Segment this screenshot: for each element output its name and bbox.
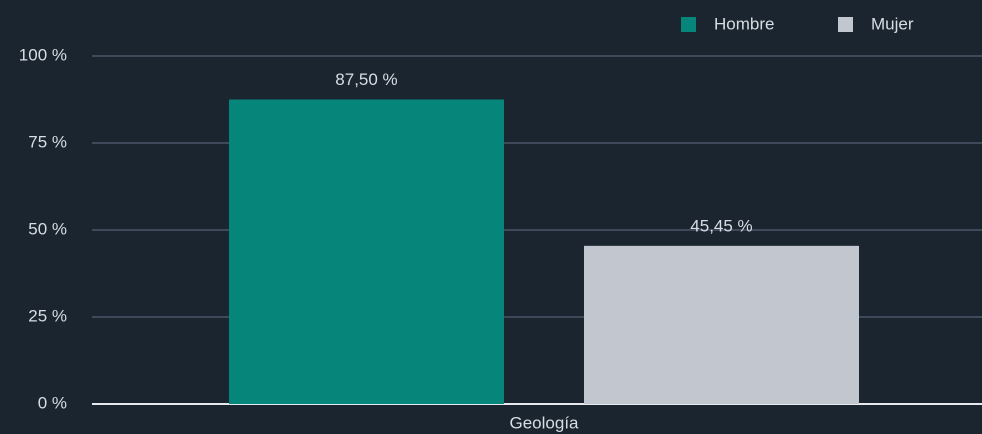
y-tick-label: 25 %: [28, 306, 67, 325]
legend-label: Mujer: [871, 14, 914, 33]
bar: [584, 245, 859, 404]
y-tick-label: 75 %: [28, 132, 67, 151]
bar: [229, 99, 504, 404]
y-tick-label: 50 %: [28, 219, 67, 238]
y-tick-label: 0 %: [38, 393, 67, 412]
x-tick-label: Geología: [510, 413, 580, 432]
value-label: 87,50 %: [335, 70, 397, 89]
y-tick-label: 100 %: [19, 45, 67, 64]
legend-label: Hombre: [714, 14, 774, 33]
legend-swatch: [681, 17, 696, 32]
value-label: 45,45 %: [690, 216, 752, 235]
legend-swatch: [838, 17, 853, 32]
